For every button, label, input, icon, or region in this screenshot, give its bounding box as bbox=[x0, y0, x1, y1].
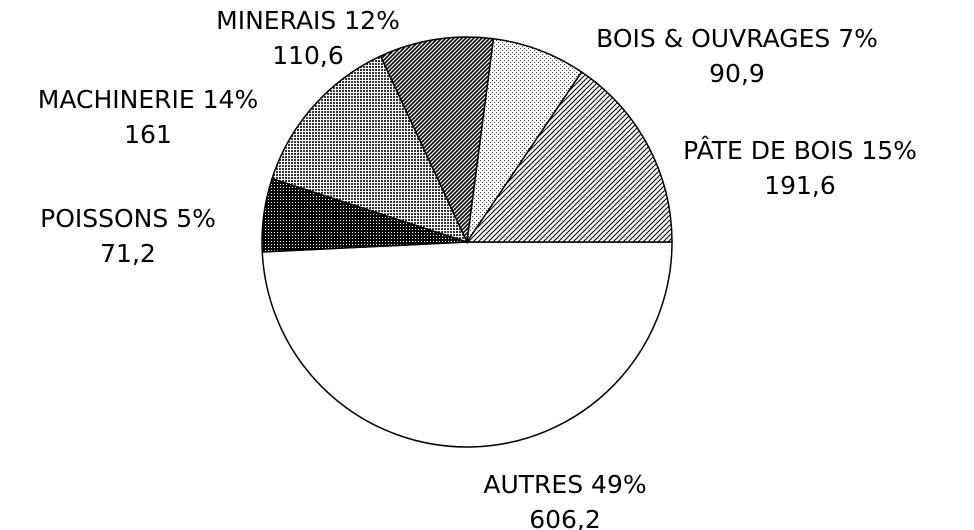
slice-label: MACHINERIE 14% bbox=[38, 85, 258, 114]
value-label: 191,6 bbox=[764, 171, 836, 200]
pie-slice bbox=[261, 241, 673, 448]
category-name: PÂTE DE BOIS bbox=[683, 136, 853, 165]
percent-label: 12% bbox=[344, 6, 400, 35]
percent-label: 7% bbox=[838, 24, 878, 53]
category-name: BOIS & OUVRAGES bbox=[596, 24, 830, 53]
slice-label: PÂTE DE BOIS 15% bbox=[683, 136, 917, 165]
category-name: POISSONS bbox=[40, 204, 168, 233]
value-label: 110,6 bbox=[272, 41, 344, 70]
category-name: AUTRES bbox=[483, 470, 583, 499]
slice-label: POISSONS 5% bbox=[40, 204, 216, 233]
pie-slice bbox=[271, 55, 469, 244]
percent-label: 14% bbox=[203, 85, 259, 114]
percent-label: 5% bbox=[176, 204, 216, 233]
value-label: 606,2 bbox=[529, 505, 601, 530]
value-label: 71,2 bbox=[100, 239, 156, 268]
value-label: 90,9 bbox=[709, 59, 765, 88]
slice-label: BOIS & OUVRAGES 7% bbox=[596, 24, 878, 53]
percent-label: 49% bbox=[591, 470, 647, 499]
percent-label: 15% bbox=[861, 136, 917, 165]
slice-label: MINERAIS 12% bbox=[216, 6, 400, 35]
pie-slice bbox=[379, 36, 495, 245]
slice-label: AUTRES 49% bbox=[483, 470, 646, 499]
category-name: MINERAIS bbox=[216, 6, 336, 35]
pie-slice bbox=[465, 70, 673, 243]
value-label: 161 bbox=[124, 120, 172, 149]
category-name: MACHINERIE bbox=[38, 85, 195, 114]
